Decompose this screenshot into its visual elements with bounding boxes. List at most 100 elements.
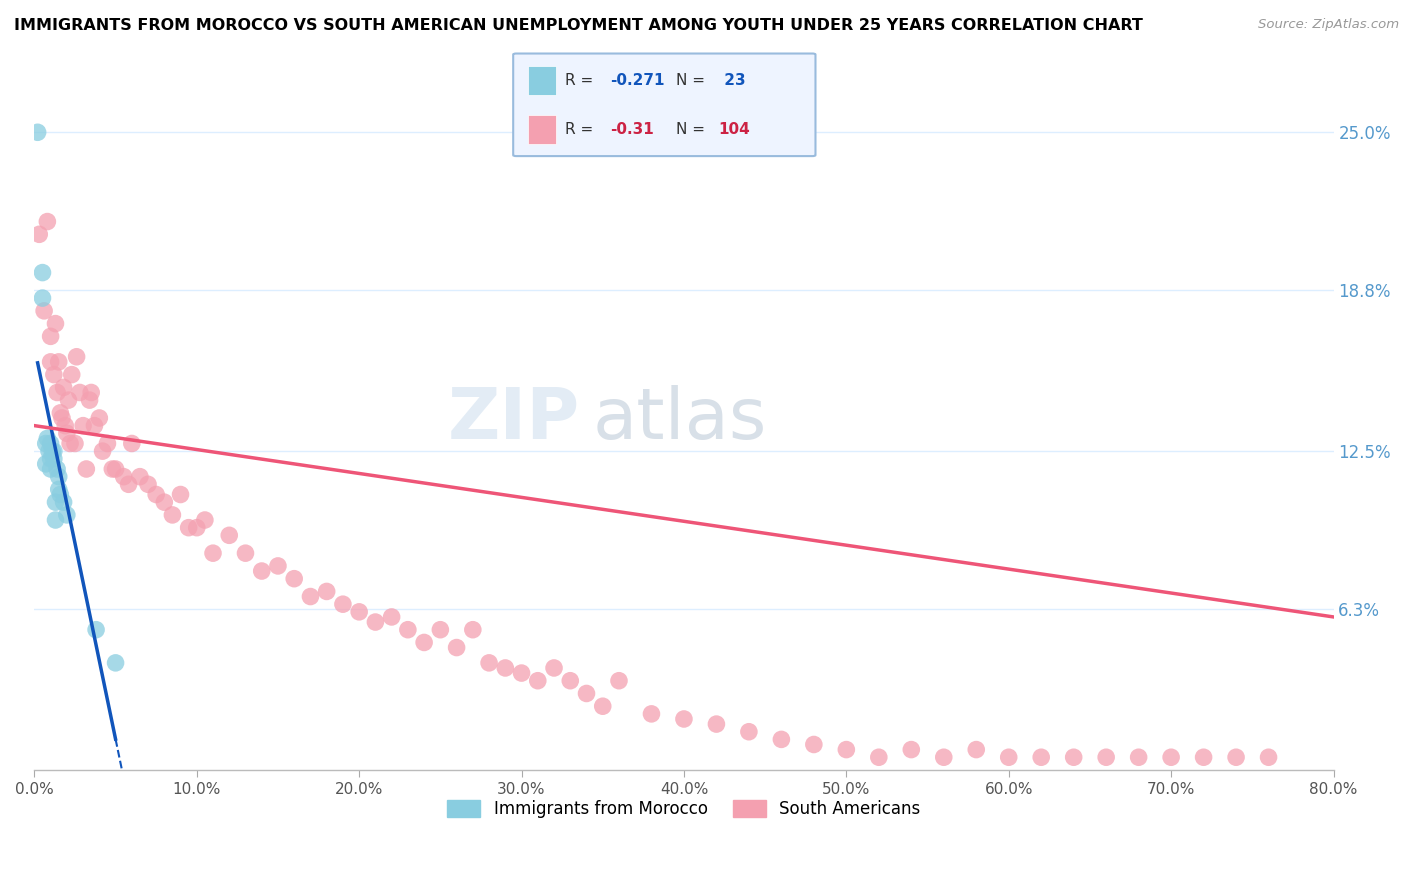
Point xyxy=(706,717,728,731)
Point xyxy=(738,724,761,739)
Point xyxy=(35,436,58,450)
Point xyxy=(1031,750,1053,764)
Point xyxy=(347,605,370,619)
Point xyxy=(770,732,793,747)
Point xyxy=(136,477,159,491)
Point xyxy=(381,610,404,624)
Point xyxy=(49,487,72,501)
Point xyxy=(39,355,62,369)
Point xyxy=(56,508,79,522)
Text: N =: N = xyxy=(676,72,710,87)
Point xyxy=(31,291,53,305)
Point xyxy=(299,590,322,604)
Point xyxy=(48,483,70,497)
Point xyxy=(592,699,614,714)
Point xyxy=(153,495,176,509)
Point xyxy=(44,317,66,331)
Text: ZIP: ZIP xyxy=(447,384,581,454)
Point xyxy=(145,487,167,501)
Point xyxy=(446,640,468,655)
Point xyxy=(58,393,80,408)
Point xyxy=(396,623,419,637)
Point xyxy=(42,444,65,458)
Point xyxy=(129,469,152,483)
Point xyxy=(997,750,1019,764)
Point xyxy=(42,368,65,382)
Point xyxy=(177,521,200,535)
Point xyxy=(218,528,240,542)
Point xyxy=(201,546,224,560)
Point xyxy=(186,521,208,535)
Point xyxy=(117,477,139,491)
Text: -0.271: -0.271 xyxy=(610,72,665,87)
Point xyxy=(44,495,66,509)
Point xyxy=(803,738,825,752)
Point xyxy=(79,393,101,408)
Point xyxy=(27,125,49,139)
Point xyxy=(267,558,290,573)
Point xyxy=(104,462,127,476)
Point xyxy=(65,350,87,364)
Bar xyxy=(529,66,555,95)
Point xyxy=(900,742,922,756)
Point xyxy=(101,462,124,476)
Point xyxy=(63,436,86,450)
Point xyxy=(1160,750,1182,764)
Point xyxy=(31,266,53,280)
Point xyxy=(39,329,62,343)
Point xyxy=(932,750,955,764)
Point xyxy=(48,469,70,483)
Point xyxy=(89,411,111,425)
Point xyxy=(37,214,59,228)
Point xyxy=(1128,750,1150,764)
Point xyxy=(39,436,62,450)
Point xyxy=(250,564,273,578)
Point xyxy=(104,656,127,670)
Point xyxy=(52,380,75,394)
Point xyxy=(672,712,695,726)
Point xyxy=(46,385,69,400)
Point xyxy=(69,385,91,400)
FancyBboxPatch shape xyxy=(513,54,815,156)
Point xyxy=(1192,750,1215,764)
Point xyxy=(46,462,69,476)
Point xyxy=(52,495,75,509)
Point xyxy=(510,666,533,681)
Point xyxy=(315,584,337,599)
Point xyxy=(28,227,51,242)
Point xyxy=(53,418,76,433)
Point xyxy=(75,462,97,476)
Point xyxy=(283,572,305,586)
Point xyxy=(526,673,548,688)
Point xyxy=(235,546,257,560)
Point xyxy=(494,661,516,675)
Point xyxy=(194,513,217,527)
Text: 104: 104 xyxy=(718,122,751,137)
Point xyxy=(48,355,70,369)
Legend: Immigrants from Morocco, South Americans: Immigrants from Morocco, South Americans xyxy=(440,793,928,825)
Text: Source: ZipAtlas.com: Source: ZipAtlas.com xyxy=(1258,18,1399,31)
Text: 23: 23 xyxy=(718,72,745,87)
Bar xyxy=(529,115,555,144)
Point xyxy=(38,444,60,458)
Point xyxy=(72,418,94,433)
Point xyxy=(162,508,184,522)
Point xyxy=(56,426,79,441)
Point xyxy=(868,750,890,764)
Point xyxy=(39,451,62,466)
Point xyxy=(35,457,58,471)
Text: atlas: atlas xyxy=(593,384,768,454)
Point xyxy=(169,487,191,501)
Point xyxy=(332,597,354,611)
Text: R =: R = xyxy=(565,122,598,137)
Text: N =: N = xyxy=(676,122,710,137)
Point xyxy=(478,656,501,670)
Point xyxy=(607,673,630,688)
Point xyxy=(640,706,662,721)
Point xyxy=(83,418,105,433)
Point xyxy=(44,513,66,527)
Point xyxy=(32,303,55,318)
Point xyxy=(1063,750,1085,764)
Point xyxy=(1257,750,1279,764)
Text: R =: R = xyxy=(565,72,598,87)
